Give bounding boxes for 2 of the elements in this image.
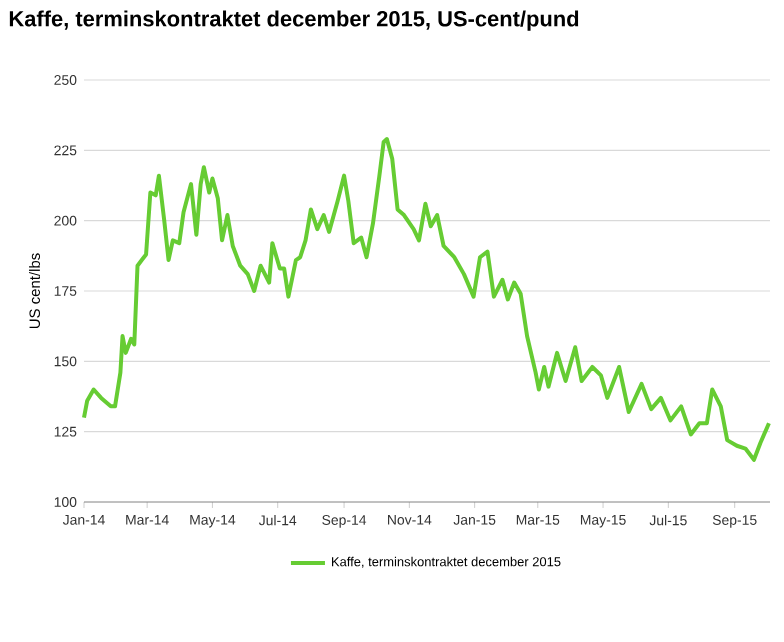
chart-title: Kaffe, terminskontraktet december 2015, US-cent/pund: [9, 10, 579, 31]
line-series: [82, 137, 771, 462]
